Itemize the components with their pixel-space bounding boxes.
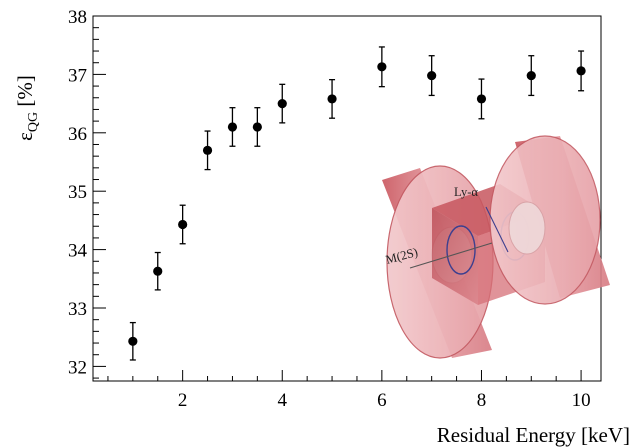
right-disk-hole — [508, 201, 546, 255]
marker — [153, 266, 163, 276]
plot-frame — [92, 15, 602, 382]
x-tick-label: 8 — [477, 390, 487, 411]
y-tick-label: 33 — [68, 299, 87, 320]
y-tick-label: 38 — [68, 7, 87, 28]
marker — [277, 99, 287, 109]
y-axis-title: εQG [%] — [13, 75, 41, 141]
x-tick-label: 10 — [572, 390, 591, 411]
marker — [327, 94, 337, 104]
data-point — [576, 50, 586, 92]
data-point — [153, 251, 163, 291]
marker — [427, 70, 437, 81]
data-point — [427, 55, 437, 97]
y-tick-label: 36 — [68, 124, 87, 145]
data-points — [128, 46, 586, 361]
marker — [526, 70, 536, 81]
y-tick-label: 37 — [68, 65, 87, 86]
axes — [92, 15, 602, 382]
data-point — [128, 321, 138, 361]
detector-inset: Ly-α M(2S) — [382, 135, 610, 359]
y-ticks: 32 33 34 35 36 37 38 — [68, 7, 106, 379]
y-axis-title-unit: [%] — [13, 75, 37, 112]
ly-alpha-pointer — [485, 206, 509, 253]
marker — [178, 219, 188, 230]
data-point — [227, 107, 238, 147]
data-point — [202, 130, 213, 171]
m2s-pointer — [409, 242, 493, 269]
data-point — [178, 204, 188, 245]
y-tick-label: 32 — [68, 357, 87, 378]
x-ticks: 2 4 6 8 10 — [107, 370, 591, 411]
y-axis-title-sub: QG — [26, 112, 41, 132]
ly-alpha-label: Ly-α — [454, 185, 478, 199]
marker — [227, 122, 238, 132]
x-tick-label: 6 — [377, 390, 387, 411]
marker — [128, 336, 138, 346]
data-point — [476, 78, 487, 120]
data-point — [327, 79, 337, 119]
marker — [202, 145, 213, 155]
marker — [476, 94, 487, 104]
x-axis-title: Residual Energy [keV] — [437, 423, 630, 447]
central-box-front — [432, 208, 478, 305]
left-ring-icon — [446, 225, 476, 275]
y-axis-title-main: ε — [13, 132, 37, 141]
marker — [576, 66, 586, 76]
data-point — [526, 55, 536, 97]
x-tick-label: 4 — [278, 390, 288, 411]
x-tick-label: 2 — [178, 390, 188, 411]
y-tick-label: 34 — [68, 241, 88, 262]
marker — [252, 122, 262, 132]
data-point — [377, 46, 387, 88]
data-point — [277, 83, 287, 124]
right-disk-face — [489, 135, 601, 305]
y-tick-label: 35 — [68, 182, 87, 203]
marker — [377, 62, 387, 72]
data-point — [252, 107, 262, 147]
